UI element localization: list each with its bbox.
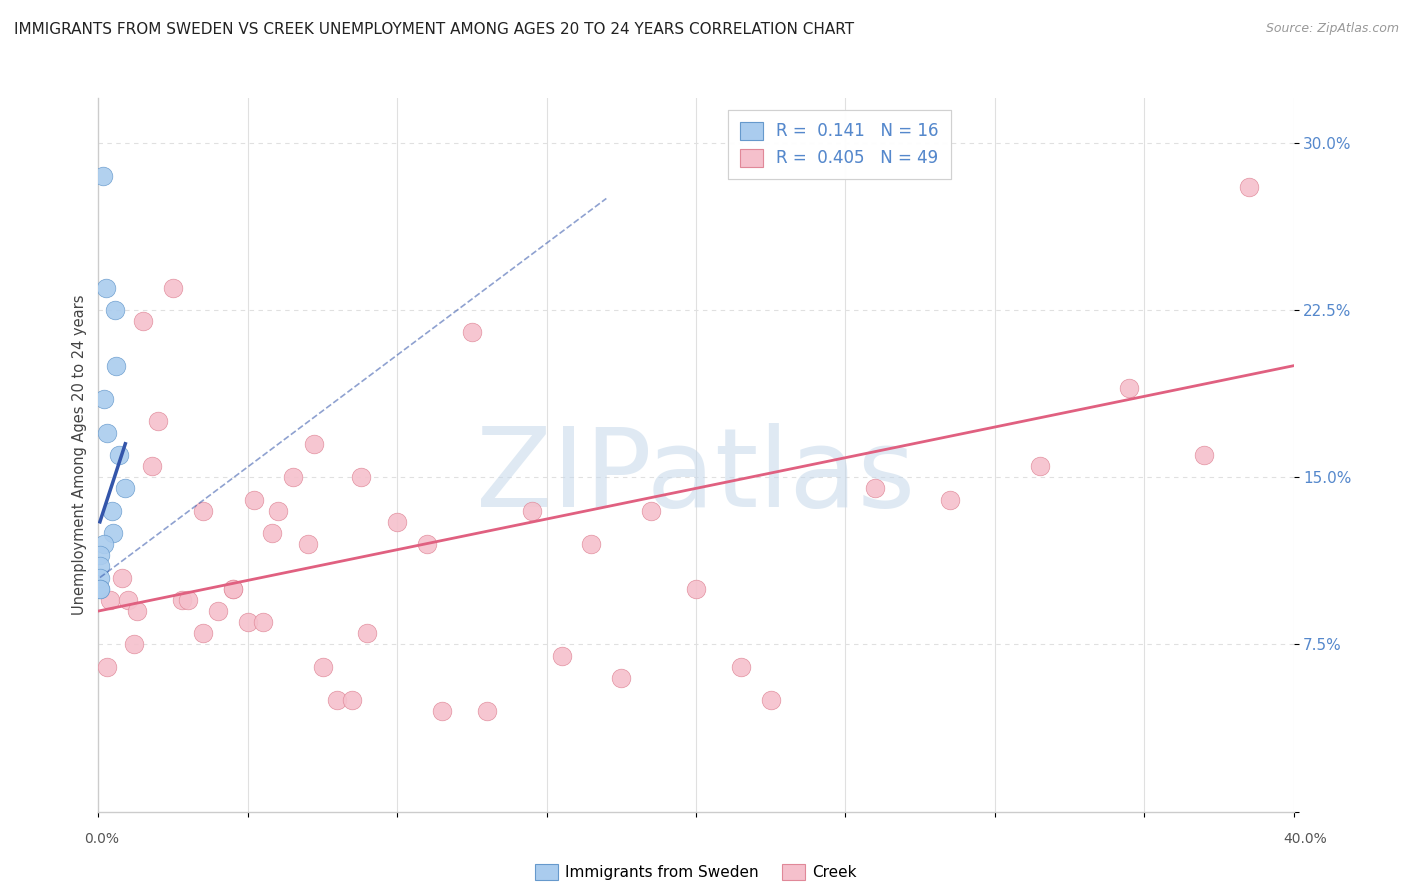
Point (89, 571, 111, 585)
Point (132, 314, 155, 328)
Point (520, 503, 543, 517)
Point (117, 592, 139, 607)
Point (222, 582, 245, 596)
Point (108, 448, 131, 462)
Point (172, 592, 194, 607)
Point (236, 615, 259, 630)
Point (191, 626, 214, 640)
Point (127, 604, 149, 618)
Point (96, 425, 118, 440)
Point (385, 515, 409, 529)
Point (148, 414, 170, 429)
Point (685, 582, 707, 596)
Point (114, 482, 136, 496)
Point (730, 660, 752, 674)
Point (461, 325, 484, 339)
Point (610, 671, 633, 685)
Text: ZIPatlas: ZIPatlas (477, 423, 915, 530)
Point (550, 648, 572, 663)
Point (89, 559, 111, 574)
Point (326, 693, 349, 707)
Text: IMMIGRANTS FROM SWEDEN VS CREEK UNEMPLOYMENT AMONG AGES 20 TO 24 YEARS CORRELATI: IMMIGRANTS FROM SWEDEN VS CREEK UNEMPLOY… (14, 22, 855, 37)
Point (1237, 180, 1260, 194)
Point (640, 503, 662, 517)
Point (191, 503, 214, 517)
Text: 40.0%: 40.0% (1282, 832, 1327, 846)
Point (124, 637, 146, 651)
Point (111, 571, 134, 585)
Text: Source: ZipAtlas.com: Source: ZipAtlas.com (1265, 22, 1399, 36)
Point (1118, 381, 1140, 395)
Point (759, 693, 782, 707)
Point (863, 482, 886, 496)
Point (252, 615, 274, 630)
Point (96, 660, 118, 674)
Y-axis label: Unemployment Among Ages 20 to 24 years: Unemployment Among Ages 20 to 24 years (72, 294, 87, 615)
Point (162, 280, 184, 294)
Point (260, 526, 283, 541)
Point (1192, 448, 1215, 462)
Point (311, 660, 333, 674)
Point (177, 592, 200, 607)
Point (94, 280, 117, 294)
Point (1028, 458, 1050, 473)
Point (475, 705, 498, 719)
Point (91, 169, 114, 184)
Point (297, 537, 319, 551)
Point (101, 503, 124, 517)
Point (342, 693, 364, 707)
Point (350, 470, 373, 484)
Point (103, 526, 125, 541)
Point (267, 503, 290, 517)
Point (581, 537, 603, 551)
Point (939, 492, 962, 507)
Text: 0.0%: 0.0% (84, 832, 118, 846)
Point (416, 537, 439, 551)
Point (356, 626, 378, 640)
Point (89, 582, 111, 596)
Point (93, 537, 115, 551)
Point (243, 492, 266, 507)
Point (89, 582, 111, 596)
Point (141, 458, 163, 473)
Point (281, 470, 304, 484)
Point (222, 582, 245, 596)
Point (104, 303, 127, 318)
Point (93, 392, 115, 407)
Point (105, 359, 128, 373)
Point (207, 604, 229, 618)
Point (430, 705, 453, 719)
Point (89, 548, 111, 563)
Point (98, 592, 122, 607)
Legend: R =  0.141   N = 16, R =  0.405   N = 49: R = 0.141 N = 16, R = 0.405 N = 49 (728, 110, 950, 179)
Point (302, 436, 325, 450)
